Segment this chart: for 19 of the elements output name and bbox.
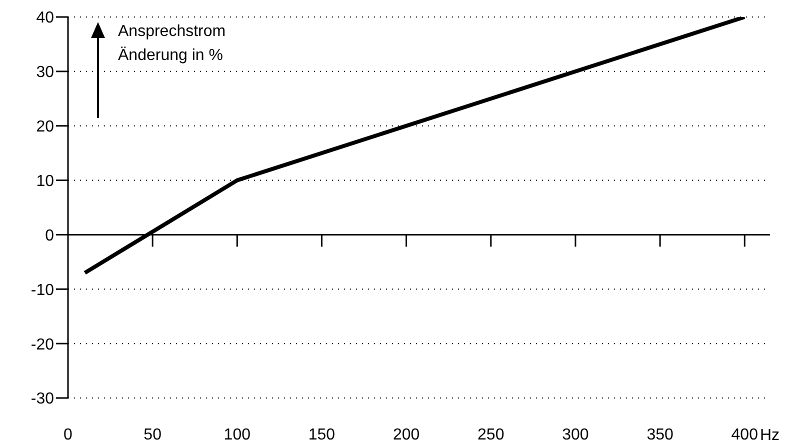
x-tick-label: 350 (646, 426, 674, 441)
x-tick-label: 50 (144, 426, 162, 441)
x-tick-label: 200 (392, 426, 420, 441)
x-tick-label: 300 (562, 426, 589, 441)
y-tick-label: 0 (45, 227, 54, 244)
y-tick-label: 10 (36, 172, 54, 190)
y-tick-label: 30 (36, 64, 54, 82)
y-tick-label: -30 (30, 390, 54, 408)
x-tick-label: 150 (308, 426, 336, 441)
y-tick-label: -10 (30, 282, 54, 299)
y-tick-label: 40 (36, 10, 54, 27)
y-axis-title: Ansprechstrom Änderung in % (118, 22, 226, 66)
y-tick-label: 20 (36, 118, 54, 136)
x-tick-label: 400 (731, 426, 758, 441)
x-tick-label: 0 (64, 426, 73, 441)
y-tick-label: -20 (30, 336, 54, 354)
x-axis-title: Hz (760, 426, 780, 441)
x-tick-label: 100 (224, 426, 251, 441)
x-tick-label: 250 (478, 426, 504, 441)
